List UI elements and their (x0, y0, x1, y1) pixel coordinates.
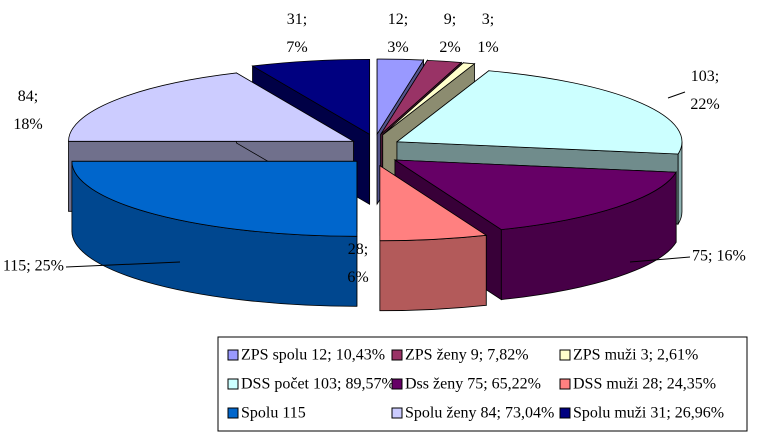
slice-top (68, 72, 355, 142)
legend-label: Spolu ženy 84; 73,04% (405, 405, 554, 422)
legend-label: DSS muži 28; 24,35% (573, 376, 716, 393)
data-label-line: 2% (439, 39, 460, 56)
leader-line (667, 91, 686, 99)
legend-swatch (391, 378, 403, 390)
data-label-line: 18% (13, 116, 42, 133)
data-label: 75; 16% (692, 248, 746, 265)
slice-top (380, 60, 463, 135)
data-label: 9; 2% (439, 11, 460, 56)
data-label-line: 28; (348, 241, 368, 258)
data-label-line: 6% (347, 269, 368, 286)
legend-label: Dss ženy 75; 65,22% (405, 376, 541, 393)
legend-label: Spolu 115 (241, 405, 306, 422)
slice-top (251, 58, 371, 136)
slice-top (395, 70, 683, 155)
slice-top (376, 58, 425, 136)
leader-line (629, 256, 691, 263)
slice-top (71, 160, 358, 237)
data-label-line: 12; (388, 11, 408, 28)
legend-swatch (559, 349, 571, 361)
slice-top (379, 164, 488, 242)
legend-swatch (227, 349, 239, 361)
data-label: 84; 18% (13, 88, 42, 133)
leader-line (65, 261, 181, 268)
data-label-line: 9; (444, 11, 456, 28)
data-label-line: 22% (690, 96, 719, 113)
legend-label: Spolu muži 31; 26,96% (573, 405, 724, 422)
legend-swatch (227, 407, 239, 419)
pie (68, 58, 683, 312)
legend-swatch (391, 349, 403, 361)
legend-label: ZPS spolu 12; 10,43% (241, 347, 385, 364)
data-label: 31; 7% (286, 11, 307, 56)
data-label: 12; 3% (387, 11, 408, 56)
data-label-line: 1% (477, 39, 498, 56)
slice-top (382, 62, 476, 136)
data-label-line: 7% (286, 39, 307, 56)
data-label-line: 103; (691, 68, 719, 85)
slice (71, 160, 358, 307)
data-label-line: 3; (482, 11, 494, 28)
slice-wall (379, 234, 487, 312)
slice-wall (677, 141, 683, 226)
legend-swatch (227, 378, 239, 390)
legend-swatch (391, 407, 403, 419)
slice-top (393, 159, 677, 231)
data-label-line: 84; (18, 88, 38, 105)
data-label: 115; 25% (3, 258, 64, 275)
legend-swatch (559, 378, 571, 390)
legend-label: ZPS ženy 9; 7,82% (405, 347, 529, 364)
data-label: 3; 1% (477, 11, 498, 56)
data-label-line: 31; (287, 11, 307, 28)
data-label: 28; 6% (347, 241, 368, 286)
legend-box (217, 336, 748, 432)
legend-label: DSS počet 103; 89,57% (241, 376, 395, 393)
data-label: 103; 22% (690, 68, 719, 113)
data-label-line: 3% (387, 39, 408, 56)
legend-swatch (559, 407, 571, 419)
legend-label: ZPS muži 3; 2,61% (573, 347, 698, 364)
slice (379, 164, 488, 312)
